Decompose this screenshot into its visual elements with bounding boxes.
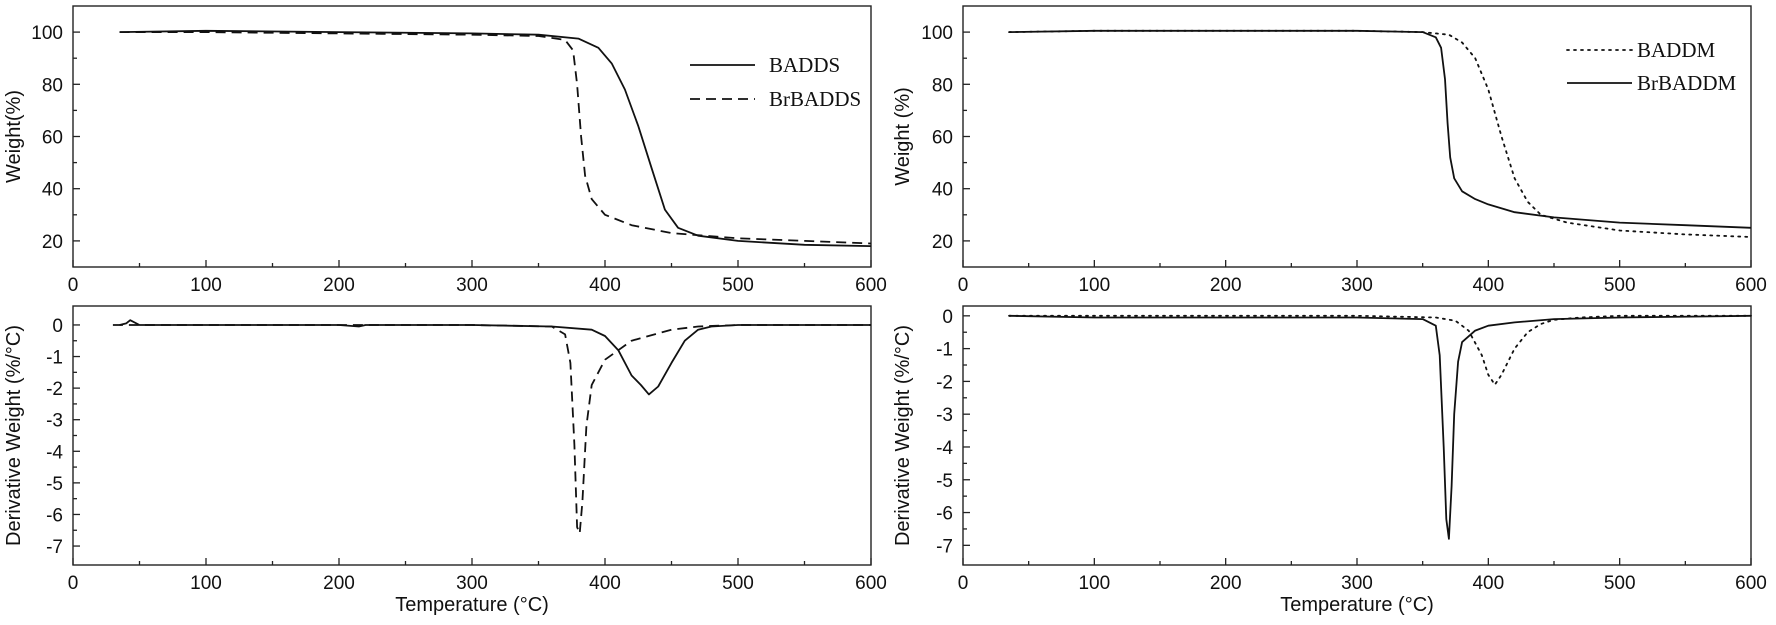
series-line-baddm [1008,314,1752,386]
x-tick-label: 0 [958,275,969,296]
y-tick-label: -6 [46,505,63,526]
plot-frame [72,5,872,268]
x-tick-label: 100 [190,275,222,296]
x-tick-label: 300 [456,275,488,296]
x-tick-label: 0 [958,573,969,594]
x-tick-label: 0 [68,573,79,594]
y-tick-label: -2 [936,372,953,393]
y-tick-label: 80 [932,75,953,96]
y-tick-label: -2 [46,379,63,400]
x-tick-label: 400 [589,573,621,594]
y-tick-label: 100 [921,23,953,44]
x-tick-label: 300 [1341,573,1373,594]
x-tick-label: 200 [1210,573,1242,594]
x-tick-label: 200 [323,573,355,594]
y-axis-title: Derivative Weight (%/°C) [892,325,914,546]
series-line-brbaddm [1008,29,1752,229]
series-line-baddm [1008,29,1752,238]
y-tick-label: -3 [46,411,63,432]
y-tick-label: -1 [46,348,63,369]
x-axis-title: Temperature (°C) [1280,594,1434,616]
x-tick-label: 500 [722,275,754,296]
y-tick-label: 0 [942,307,953,328]
x-tick-label: 400 [1472,275,1504,296]
y-tick-label: 100 [31,23,63,44]
plot-frame [962,5,1752,268]
x-tick-label: 600 [855,275,887,296]
x-tick-label: 400 [589,275,621,296]
x-tick-label: 600 [1735,573,1767,594]
series-line-badds [119,29,872,247]
y-tick-label: 20 [932,232,953,253]
plot-frame [962,305,1752,566]
x-tick-label: 100 [1078,573,1110,594]
x-tick-label: 600 [1735,275,1767,296]
panel-right-top: 0 100 200 300 400 500 600 20 40 60 80 100 Weight (%)… [892,5,1767,296]
panel-right-bottom: 0 100 200 300 400 500 600 0 -1 -2 -3 -4 -5 -6 -7 Deriva… [892,305,1767,616]
y-tick-label: 60 [932,128,953,149]
series-line-brbadds [119,31,872,245]
series-line-brbadds [112,324,871,535]
y-tick-label: 20 [42,232,63,253]
x-tick-label: 200 [1210,275,1242,296]
y-tick-label: -7 [936,536,953,557]
y-axis-title: Weight (%) [892,87,914,186]
x-axis-title: Temperature (°C) [395,594,549,616]
legend-label-brbadds: BrBADDS [769,87,861,111]
y-tick-label: -6 [936,504,953,525]
y-tick-label: 60 [42,128,63,149]
y-tick-label: 40 [932,180,953,201]
legend-label-badds: BADDS [769,53,840,77]
y-axis-title: Weight(%) [3,90,25,183]
y-tick-label: -4 [46,442,63,463]
panel-left-top: 0 100 200 300 400 500 600 20 40 60 80 100 Weight(%) B… [3,5,887,296]
x-tick-label: 100 [190,573,222,594]
legend-label-baddm: BADDM [1637,38,1716,62]
x-tick-label: 300 [456,573,488,594]
series-line-brbaddm [1008,314,1752,540]
plot-frame [72,305,872,566]
y-tick-label: -5 [936,471,953,492]
x-tick-label: 300 [1341,275,1373,296]
x-tick-label: 0 [68,275,79,296]
x-tick-label: 400 [1472,573,1504,594]
y-tick-label: -1 [936,340,953,361]
x-tick-label: 200 [323,275,355,296]
legend: BADDS BrBADDS [690,53,861,111]
panel-left-bottom: 0 100 200 300 400 500 600 0 -1 -2 -3 -4 -5 -6 -7 Deriva… [3,305,887,616]
legend: BADDM BrBADDM [1566,38,1737,95]
x-tick-label: 500 [1604,573,1636,594]
y-axis-title: Derivative Weight (%/°C) [3,325,25,546]
y-tick-label: -5 [46,474,63,495]
y-tick-label: -7 [46,537,63,558]
series-line-badds [119,319,871,396]
x-tick-label: 100 [1078,275,1110,296]
y-tick-label: 40 [42,180,63,201]
legend-label-brbaddm: BrBADDM [1637,71,1737,95]
y-tick-label: 0 [52,316,63,337]
y-tick-label: -3 [936,405,953,426]
x-tick-label: 600 [855,573,887,594]
y-tick-label: -4 [936,438,953,459]
y-tick-label: 80 [42,75,63,96]
x-tick-label: 500 [722,573,754,594]
x-tick-label: 500 [1604,275,1636,296]
